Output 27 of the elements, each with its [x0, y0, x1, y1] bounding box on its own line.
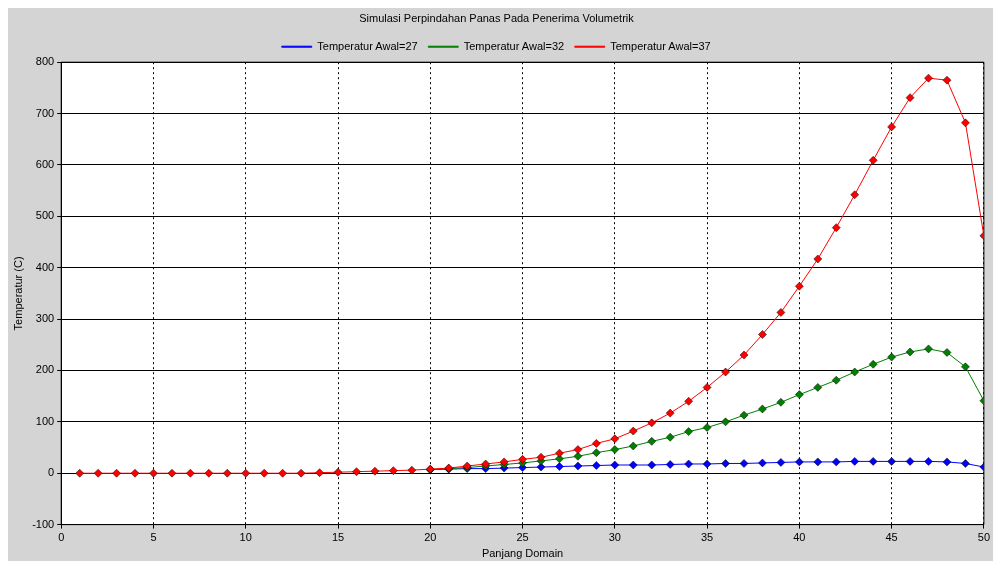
x-tick-label: 10 — [239, 531, 252, 544]
x-tick-label: 5 — [150, 531, 157, 544]
x-tick-label: 30 — [608, 531, 621, 544]
x-tick-label: 50 — [977, 531, 991, 544]
chart-title: Simulasi Perpindahan Panas Pada Penerima Volumetrik — [359, 11, 635, 24]
x-tick-label: 0 — [58, 531, 65, 544]
y-axis-title: Temperatur (C) — [11, 256, 24, 331]
y-tick-label: 700 — [35, 106, 55, 119]
x-tick-label: 45 — [885, 531, 898, 544]
y-tick-label: 800 — [35, 55, 55, 68]
y-tick-label: 400 — [35, 260, 55, 273]
x-tick-label: 35 — [700, 531, 714, 544]
y-tick-label: 600 — [35, 157, 55, 170]
y-tick-label: 300 — [35, 312, 55, 325]
y-tick-label: 100 — [35, 414, 55, 427]
legend-label: Temperatur Awal=32 — [463, 39, 565, 52]
x-tick-label: 40 — [793, 531, 806, 544]
x-axis-title: Panjang Domain — [481, 547, 564, 560]
y-tick-label: 0 — [48, 466, 55, 479]
x-tick-label: 25 — [516, 531, 529, 544]
legend-label: Temperatur Awal=37 — [610, 39, 711, 52]
x-tick-label: 15 — [331, 531, 345, 544]
x-tick-label: 20 — [424, 531, 437, 544]
legend-label: Temperatur Awal=27 — [317, 39, 418, 52]
y-tick-label: -100 — [32, 517, 55, 530]
y-tick-label: 200 — [35, 363, 55, 376]
y-tick-label: 500 — [35, 209, 55, 222]
